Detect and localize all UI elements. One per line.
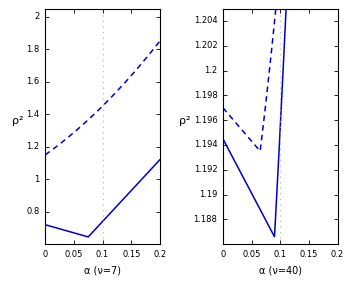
Y-axis label: ρ²: ρ² <box>180 116 191 126</box>
X-axis label: α (ν=7): α (ν=7) <box>84 266 121 276</box>
X-axis label: α (ν=40): α (ν=40) <box>259 266 302 276</box>
Y-axis label: ρ²: ρ² <box>12 116 24 126</box>
